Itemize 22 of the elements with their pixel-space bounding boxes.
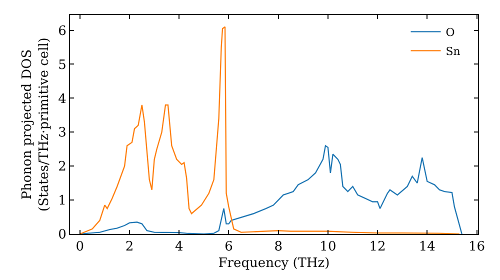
x-tick-label: 8 bbox=[274, 240, 282, 255]
y-tick-label: 2 bbox=[58, 160, 66, 175]
x-tick-label: 10 bbox=[320, 240, 336, 255]
legend-label: O bbox=[446, 26, 455, 39]
y-tick-label: 6 bbox=[58, 24, 66, 39]
x-tick-label: 6 bbox=[224, 240, 233, 255]
x-tick-label: 16 bbox=[468, 240, 486, 255]
y-tick-label: 1 bbox=[58, 194, 66, 209]
x-tick-label: 2 bbox=[125, 240, 134, 255]
y-axis-title: Phonon projected DOS (States/THz·primitive cell) bbox=[20, 37, 52, 212]
line-series bbox=[79, 145, 462, 234]
x-tick-label: 12 bbox=[369, 240, 386, 255]
line-series bbox=[79, 26, 460, 234]
y-tick-label: 4 bbox=[58, 92, 66, 107]
x-axis-title: Frequency (THz) bbox=[218, 256, 330, 272]
y-tick-label: 3 bbox=[58, 126, 66, 141]
legend-label: Sn bbox=[446, 44, 460, 58]
y-tick-label: 5 bbox=[58, 58, 66, 73]
y-tick-label: 0 bbox=[58, 228, 66, 243]
x-tick-label: 0 bbox=[76, 240, 84, 255]
x-tick-label: 4 bbox=[174, 240, 184, 255]
x-tick-label: 14 bbox=[418, 240, 436, 255]
